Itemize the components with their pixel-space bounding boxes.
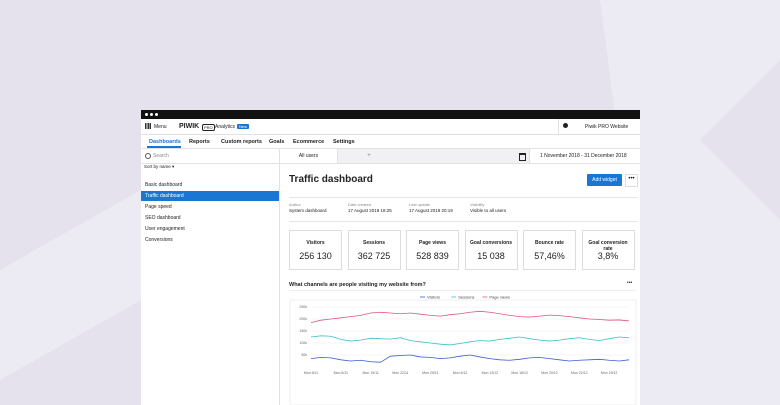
meta-value: System dashboard [289,208,327,213]
product: Analytics [215,124,236,130]
x-tick-label: Mon 8/11 [334,371,348,375]
sidebar-item[interactable]: Basic dashboard [145,182,183,188]
nav-item[interactable]: Custom reports [221,139,262,145]
search-box[interactable]: Search [141,149,280,163]
legend-label: Page views [489,294,509,299]
legend-label: Sessions [458,294,474,299]
nav-item[interactable]: Settings [333,139,355,145]
x-tick-label: Mon 20/12 [541,371,558,375]
meta-label: Date created [348,202,371,207]
sidebar-item[interactable]: Conversions [145,237,173,243]
sidebar-item[interactable]: SEO dashboard [145,215,181,221]
nav-bar: Dashboards Reports Custom reports Goals Ecom… [141,135,640,149]
sidebar-item[interactable]: User engagement [145,226,185,232]
title-bar [141,110,640,119]
x-tick-label: Mon 22/11 [392,371,408,375]
legend-label: Visitors [427,294,440,299]
x-tick-label: Mon 18/12 [511,371,528,375]
kpi-label: Page views [419,240,446,246]
sort-control[interactable]: Sort by name ▾ [144,164,175,169]
meta-value: 17 August 2019 20:19 [409,208,453,213]
x-tick-label: Mon 15/11 [362,371,378,375]
kpi-value: 362 725 [357,251,391,261]
meta-label: Last update [409,202,430,207]
y-tick-label: 200k [299,317,307,321]
sidebar: Sort by name ▾ Basic dashboard Traffic da… [141,164,280,405]
add-tab[interactable]: + [367,153,371,159]
kpi-label: Goal conversions [470,240,512,246]
y-tick-label: 50k [301,353,307,357]
x-tick-label: Mon 6/12 [453,371,468,375]
more-button[interactable]: ••• [625,174,638,187]
search-placeholder: Search [153,153,169,159]
kpi-value: 3,8% [597,251,619,261]
kpi-card: Sessions 362 725 [347,230,401,270]
tab[interactable]: All users [280,149,338,163]
series-line [310,310,630,323]
logo: PIWIK [179,123,200,130]
meta-value: Visible to all users [470,208,507,213]
y-tick-label: 100k [299,341,307,345]
nav-underline [147,146,181,148]
app-window: Menu PIWIK PRO Analytics New Piwik PRO W… [141,110,640,405]
kpi-card: Visitors 256 130 [289,230,342,270]
kpi-label: Bounce rate [535,240,564,246]
meta-label: Visibility [470,202,485,207]
sort-label: Sort by name [144,164,171,169]
nav-item[interactable]: Dashboards [149,139,181,145]
add-widget-button[interactable]: Add widget [587,174,622,186]
meta-value: 17 August 2019 18:25 [348,208,392,213]
sidebar-item[interactable]: Traffic dashboard [141,191,279,201]
site-icon [563,123,568,128]
logo-badge: PRO [202,124,215,131]
kpi-card: Goal conversions 15 038 [464,230,518,270]
series-line [310,335,630,346]
nav-item[interactable]: Ecommerce [293,139,325,145]
date-range[interactable]: 1 November 2018 - 31 December 2018 [540,153,627,159]
header: Menu PIWIK PRO Analytics New Piwik PRO W… [141,119,640,135]
series-line [310,354,630,363]
y-tick-label: 250k [299,305,307,309]
product-badge: New [237,124,250,129]
kpi-value: 15 038 [477,251,505,261]
kpi-card: Page views 528 839 [406,230,459,270]
nav-item[interactable]: Reports [189,139,210,145]
menu-label[interactable]: Menu [154,124,167,130]
kpi-value: 528 839 [416,251,449,261]
kpi-value: 256 130 [299,251,332,261]
sidebar-item[interactable]: Page speed [145,204,172,210]
x-tick-label: Mon 5/11 [304,371,318,375]
x-tick-label: Mon 13/12 [482,371,499,375]
kpi-value: 57,46% [534,251,565,261]
kpi-label: Visitors [306,240,325,246]
widget-title: What channels are people visiting my web… [289,282,426,288]
x-tick-label: Mon 29/12 [601,371,618,375]
widget-menu[interactable]: ••• [627,280,633,286]
x-tick-label: Mon 29/11 [422,371,438,375]
line-chart: 50k 100k 150k 200k 250k Mon 5/11 Mon 8/11 Mon 1… [289,294,637,405]
menu-icon[interactable] [145,123,151,129]
plot-frame [289,299,637,405]
meta-label: Author [289,202,301,207]
kpi-label: Goal conversion rate [588,240,628,252]
kpi-label: Sessions [363,240,385,246]
y-tick-label: 150k [299,329,307,333]
toolbar: Search All users + 1 November 2018 - 31 … [141,149,640,164]
kpi-card: Bounce rate 57,46% [523,230,576,270]
x-tick-label: Mon 22/12 [571,371,588,375]
kpi-card: Goal conversion rate 3,8% [581,230,635,270]
dashboard-title: Traffic dashboard [289,174,373,185]
site-selector[interactable]: Piwik PRO Website [585,124,629,130]
calendar-icon[interactable] [519,153,526,161]
nav-item[interactable]: Goals [269,139,285,145]
